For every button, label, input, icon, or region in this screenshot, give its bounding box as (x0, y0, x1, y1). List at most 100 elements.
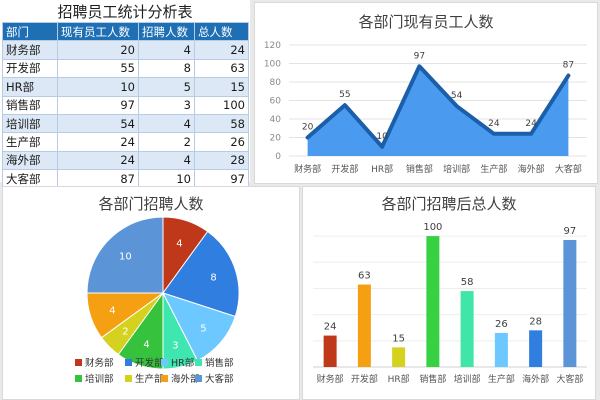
area-chart-title: 各部门现有员工人数 (358, 13, 494, 31)
legend-label: 开发部 (135, 357, 164, 369)
series-line (305, 64, 571, 149)
table-row: 销售部 97 3 100 (2, 95, 249, 115)
table-cell-value: 63 (194, 58, 249, 79)
legend-item: 销售部 (195, 357, 234, 369)
table-row: 大客部 87 10 97 (2, 169, 249, 189)
staff-table: 部门 现有员工人数 招聘人数 总人数 财务部 20 4 24 开发部 55 8 63 HR部 10… (2, 21, 249, 189)
x-tick-label: 销售部 (406, 163, 433, 175)
table-cell-value: 100 (194, 95, 249, 115)
table-cell-dept: 培训部 (2, 113, 58, 134)
data-label: 3 (172, 341, 178, 352)
table-cell-value: 55 (57, 58, 139, 79)
legend-swatch (195, 359, 202, 366)
table-cell-value: 8 (138, 58, 195, 79)
bar (392, 347, 406, 367)
data-label: 4 (109, 305, 115, 316)
data-label: 24 (324, 322, 337, 333)
table-cell-value: 10 (138, 169, 195, 189)
x-tick-label: 培训部 (454, 373, 481, 385)
header-recruit: 招聘人数 (138, 21, 195, 42)
table-cell-value: 10 (57, 77, 139, 97)
data-label: 10 (119, 251, 132, 262)
x-tick-label: 大客部 (555, 163, 582, 175)
table-cell-dept: 大客部 (2, 169, 58, 189)
table-cell-value: 24 (194, 40, 249, 60)
bar (494, 332, 508, 367)
table-row: 开发部 55 8 63 (2, 58, 249, 79)
x-tick-label: HR部 (371, 163, 393, 175)
x-tick-label: 生产部 (480, 163, 507, 175)
table-cell-value: 97 (57, 95, 139, 115)
y-tick-label: 60 (270, 97, 282, 107)
x-tick-label: 财务部 (317, 373, 344, 385)
legend-item: 财务部 (75, 357, 114, 369)
table-cell-dept: 生产部 (2, 132, 58, 152)
y-tick-label: 80 (270, 78, 282, 88)
legend-swatch (125, 375, 132, 382)
bar-chart-panel: 各部门招聘后总人数 24 财务部 63 开发部 15 HR部 100 销售部 58 培训部 26 生产… (302, 186, 596, 400)
pie-chart-title: 各部门招聘人数 (98, 195, 204, 213)
table-cell-value: 58 (194, 113, 249, 134)
pie-slice (86, 216, 164, 294)
data-label: 4 (143, 340, 149, 351)
table-cell-value: 24 (57, 132, 139, 152)
table-header-row: 部门 现有员工人数 招聘人数 总人数 (2, 21, 249, 42)
table-row: 财务部 20 4 24 (2, 40, 249, 60)
data-label: 97 (414, 51, 425, 61)
legend-item: 开发部 (125, 357, 164, 369)
data-label: 15 (392, 333, 405, 344)
data-label: 28 (529, 316, 542, 327)
y-tick-label: 20 (270, 134, 282, 144)
data-label: 10 (376, 132, 388, 142)
legend-item: 生产部 (125, 373, 164, 385)
legend-swatch (195, 375, 202, 382)
data-label: 26 (495, 319, 508, 330)
legend-label: 海外部 (171, 373, 200, 385)
legend-swatch (161, 375, 168, 382)
bar-chart-title: 各部门招聘后总人数 (381, 195, 517, 213)
y-tick-label: 0 (275, 152, 281, 162)
table-cell-value: 54 (57, 113, 139, 134)
table-cell-dept: 开发部 (2, 58, 58, 79)
data-label: 8 (210, 273, 216, 284)
legend-item: 大客部 (195, 373, 234, 385)
pie-chart-panel: 各部门招聘人数 4 8 5 3 4 2 4 10 财务部 开发部 HR部 销售部 培训部 生产部 海外部 大客… (2, 186, 300, 400)
data-label: 58 (461, 277, 474, 288)
data-label: 20 (302, 123, 314, 133)
legend-swatch (75, 359, 82, 366)
data-label: 5 (200, 324, 206, 335)
area-chart: 0 20 40 60 80 100 120 20 财务部 55 开发部 10 HR部 97 销售部 54 培训部… (264, 41, 587, 175)
y-tick-label: 100 (264, 60, 281, 70)
legend-item: 培训部 (75, 373, 114, 385)
table-row: 海外部 24 4 28 (2, 150, 249, 171)
header-current: 现有员工人数 (57, 21, 139, 42)
legend-swatch (161, 359, 168, 366)
x-tick-label: 培训部 (443, 163, 470, 175)
data-label: 100 (423, 222, 442, 233)
legend-item: 海外部 (161, 373, 200, 385)
table-cell-value: 87 (57, 169, 139, 189)
table-cell-value: 28 (194, 150, 249, 171)
x-tick-label: HR部 (388, 373, 410, 385)
staff-table-panel: 招聘员工统计分析表 部门 现有员工人数 招聘人数 总人数 财务部 20 4 24 开发部… (0, 0, 250, 189)
table-cell-value: 3 (138, 95, 195, 115)
table-title: 招聘员工统计分析表 (57, 3, 193, 21)
table-cell-value: 5 (138, 77, 195, 97)
area-fill (307, 66, 569, 156)
data-label: 4 (176, 238, 182, 249)
table-cell-dept: 销售部 (2, 95, 58, 115)
legend-label: 生产部 (135, 373, 164, 385)
data-label: 87 (563, 61, 574, 71)
table-row: 培训部 54 4 58 (2, 113, 249, 134)
table-cell-value: 4 (138, 40, 195, 60)
bar (529, 330, 543, 367)
data-label: 24 (488, 119, 500, 129)
legend-label: HR部 (171, 357, 194, 369)
x-tick-label: 财务部 (294, 163, 321, 175)
header-dept: 部门 (2, 21, 58, 42)
area-chart-panel: 各部门现有员工人数 0 20 40 60 80 100 120 20 财务部 55 开发部 10 HR部… (254, 2, 598, 184)
x-tick-label: 海外部 (522, 373, 549, 385)
table-cell-value: 2 (138, 132, 195, 152)
legend-label: 财务部 (85, 357, 114, 369)
